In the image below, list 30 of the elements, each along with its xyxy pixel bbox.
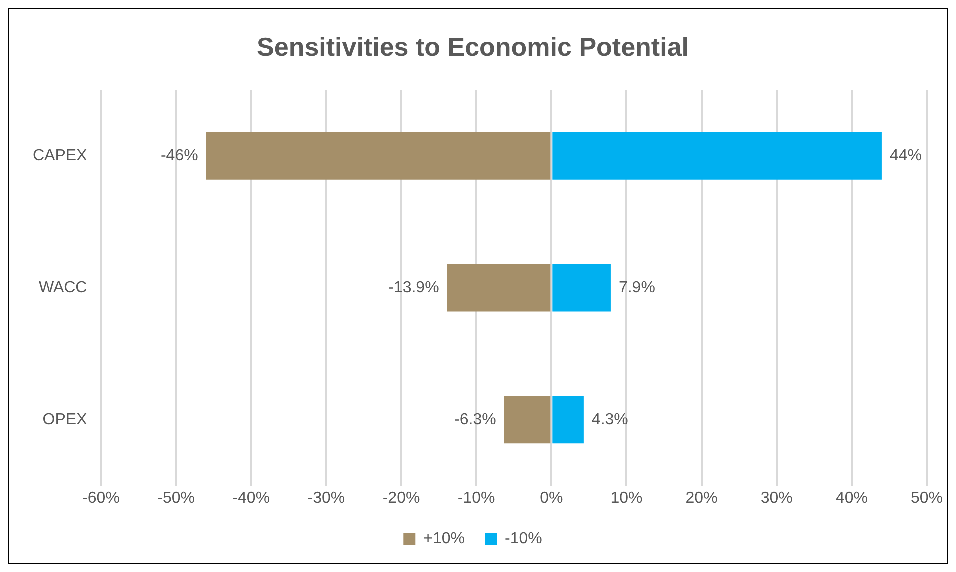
y-tick-label: CAPEX bbox=[32, 148, 88, 165]
x-tick-label: -10% bbox=[458, 490, 496, 507]
data-label: -46% bbox=[160, 148, 198, 165]
x-tick-label: -50% bbox=[158, 490, 195, 507]
chart-title: Sensitivities to Economic Potential bbox=[257, 32, 689, 62]
x-tick-label: -30% bbox=[308, 490, 346, 507]
x-tick-label: 0% bbox=[540, 490, 564, 507]
x-tick-label: -40% bbox=[232, 490, 270, 507]
bar bbox=[552, 264, 611, 312]
bar bbox=[206, 132, 551, 180]
data-label: -6.3% bbox=[454, 411, 496, 428]
y-tick-label: WACC bbox=[38, 279, 88, 296]
data-label: 44% bbox=[890, 148, 922, 165]
x-tick-label: -20% bbox=[382, 490, 420, 507]
x-tick-label: -60% bbox=[82, 490, 120, 507]
legend-label: -10% bbox=[505, 530, 542, 548]
data-label: 4.3% bbox=[592, 411, 628, 428]
bar bbox=[552, 396, 584, 444]
x-tick-label: 20% bbox=[686, 490, 718, 507]
bar bbox=[447, 264, 551, 312]
bar bbox=[552, 132, 882, 180]
x-tick-label: 10% bbox=[610, 490, 643, 507]
x-tick-label: 30% bbox=[760, 490, 793, 507]
bar bbox=[504, 396, 551, 444]
x-tick-label: 40% bbox=[836, 490, 868, 507]
data-label: 7.9% bbox=[618, 279, 656, 296]
data-label: -13.9% bbox=[388, 279, 440, 296]
x-tick-label: 50% bbox=[910, 490, 944, 507]
y-tick-label: OPEX bbox=[42, 411, 88, 428]
legend-label: +10% bbox=[424, 530, 466, 548]
